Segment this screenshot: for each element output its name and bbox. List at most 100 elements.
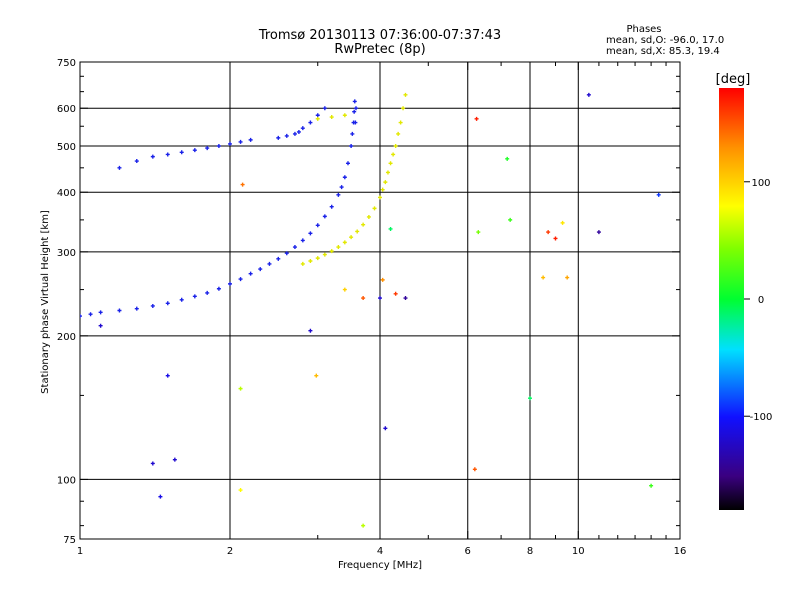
data-point-x: [315, 116, 320, 121]
y-tick-label: 100: [57, 475, 76, 486]
data-point-o: [329, 204, 334, 209]
data-point-o: [165, 301, 170, 306]
data-point-scattered: [586, 92, 591, 97]
data-point-o: [205, 146, 210, 151]
data-point-x: [388, 161, 393, 166]
data-point-x: [342, 240, 347, 245]
chart-subtitle: RwPretec (8p): [334, 42, 425, 57]
x-tick-label: 1: [77, 546, 83, 557]
data-point-o: [345, 161, 350, 166]
data-point-x: [342, 113, 347, 118]
data-point-o: [352, 109, 357, 114]
x-tick-label: 10: [572, 546, 585, 557]
data-point-o: [205, 290, 210, 295]
data-point-o: [88, 312, 93, 317]
data-point-scattered: [380, 277, 385, 282]
colorbar-ticks: 100 0 -100: [744, 178, 772, 423]
data-point-o: [267, 261, 272, 266]
data-point-o: [80, 314, 82, 319]
data-point-x: [336, 245, 341, 250]
data-point-scattered: [342, 287, 347, 292]
data-point-o: [284, 251, 289, 256]
data-point-o: [276, 135, 281, 140]
data-point-o: [228, 281, 232, 286]
data-point-x: [315, 256, 320, 261]
data-point-x: [361, 222, 366, 227]
data-point-x: [355, 229, 360, 234]
data-point-o: [284, 133, 289, 138]
data-point-scattered: [388, 226, 393, 231]
data-point-scattered: [361, 296, 366, 301]
x-tick-label: 2: [227, 546, 233, 557]
data-point-x: [403, 92, 408, 97]
x-tick-label: 8: [527, 546, 533, 557]
data-point-x: [329, 115, 334, 120]
data-point-o: [353, 106, 358, 111]
data-point-o: [179, 297, 184, 302]
data-point-scattered: [546, 230, 551, 235]
y-tick-label: 750: [57, 58, 76, 69]
data-point-scattered: [98, 323, 103, 328]
data-point-o: [248, 137, 253, 142]
data-point-x: [329, 249, 334, 254]
data-point-o: [352, 99, 357, 104]
data-point-scattered: [238, 488, 243, 493]
data-point-scattered: [383, 426, 388, 431]
data-point-scattered: [649, 483, 654, 488]
data-point-x: [300, 261, 305, 266]
data-point-o: [342, 175, 347, 180]
data-point-o: [216, 286, 221, 291]
data-point-o: [179, 150, 184, 155]
data-point-o: [315, 223, 320, 228]
y-tick-label: 400: [57, 188, 76, 199]
data-point-scattered: [172, 457, 177, 462]
data-point-scattered: [528, 396, 532, 401]
data-point-x: [398, 120, 403, 125]
data-point-scattered: [656, 192, 661, 197]
data-point-o: [192, 148, 197, 153]
data-point-x: [380, 187, 385, 192]
data-point-o: [349, 143, 354, 148]
data-point-o: [350, 131, 355, 136]
data-point-scattered: [505, 156, 510, 161]
data-point-o: [296, 129, 301, 134]
colorbar-tick-label: 100: [751, 178, 770, 189]
data-point-o: [117, 308, 122, 313]
data-point-x: [391, 152, 396, 157]
data-point-scattered: [472, 467, 477, 472]
data-point-x: [401, 106, 406, 111]
stats-heading: Phases: [626, 24, 661, 35]
colorbar-tick-label: 0: [758, 295, 764, 306]
data-point-scattered: [378, 296, 382, 301]
data-point-o: [300, 238, 305, 243]
data-point-o: [192, 294, 197, 299]
data-point-x: [385, 170, 390, 175]
x-tick-label: 16: [674, 546, 687, 557]
data-point-scattered: [165, 373, 170, 378]
grid-lines: [80, 62, 680, 539]
data-point-o: [150, 154, 155, 159]
data-point-o: [150, 303, 155, 308]
data-point-o: [117, 165, 122, 170]
data-point-scattered: [553, 236, 558, 241]
data-point-scattered: [541, 275, 546, 280]
data-point-scattered: [393, 291, 398, 296]
data-point-scattered: [314, 373, 319, 378]
data-point-x: [393, 143, 398, 148]
chart-title: Tromsø 20130113 07:36:00-07:37:43: [258, 28, 501, 43]
data-point-scattered: [565, 275, 570, 280]
y-axis-label: Stationary phase Virtual Height [km]: [40, 210, 51, 394]
data-point-o: [165, 152, 170, 157]
data-point-x: [366, 214, 371, 219]
colorbar-label: [deg]: [716, 72, 751, 87]
y-tick-label: 500: [57, 142, 76, 153]
y-tick-label: 300: [57, 248, 76, 259]
data-point-x: [372, 206, 377, 211]
data-point-x: [349, 235, 354, 240]
stats-line-x: mean, sd,X: 85.3, 19.4: [606, 46, 720, 57]
data-point-o: [353, 120, 358, 125]
data-point-x: [322, 252, 327, 257]
data-point-scattered: [158, 494, 163, 499]
data-point-o: [248, 271, 253, 276]
data-point-o: [238, 139, 243, 144]
